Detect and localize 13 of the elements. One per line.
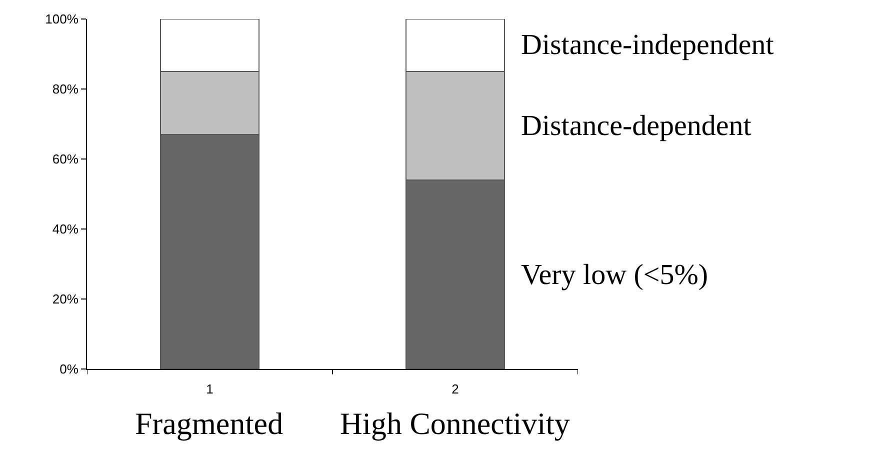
x-tick-label: 2	[452, 382, 459, 397]
text: Fragmented	[135, 406, 284, 441]
y-tick-label: 80%	[52, 82, 79, 97]
x-tick-label: 1	[206, 382, 214, 397]
series-label: Distance-independent	[521, 29, 774, 61]
y-tick-label: 0%	[60, 362, 79, 377]
y-tick-label: 60%	[52, 152, 79, 167]
text: High Connectivity	[340, 406, 570, 441]
y-tick-label: 100%	[45, 12, 79, 27]
y-tick-label: 20%	[52, 292, 79, 307]
series-label: Distance-dependent	[521, 110, 752, 142]
series-label: Very low (<5%)	[521, 259, 708, 291]
y-tick-label: 40%	[52, 222, 79, 237]
